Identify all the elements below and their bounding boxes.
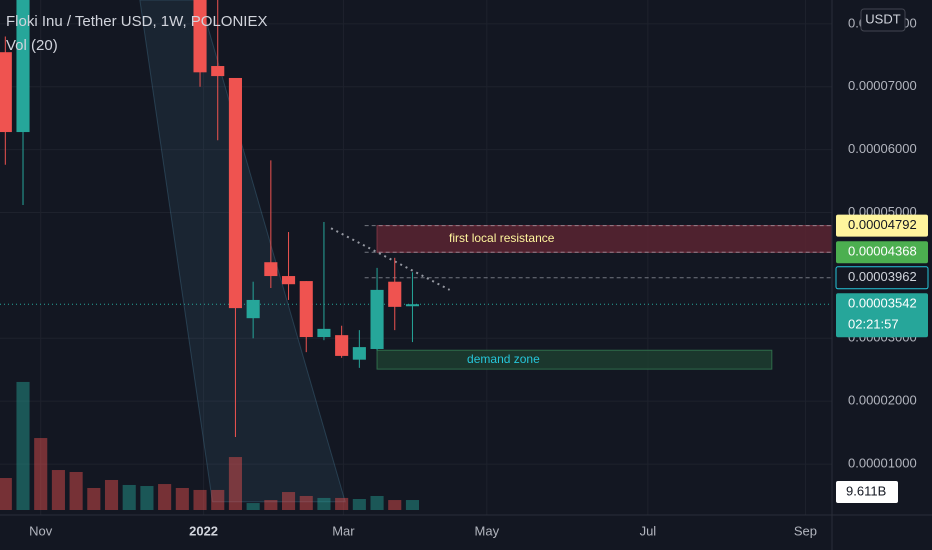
volume-bar (51, 470, 65, 510)
x-tick-label: May (475, 523, 500, 538)
volume-bar (34, 438, 48, 510)
axes: 0.000080000.000070000.000060000.00005000… (29, 8, 929, 538)
price-label-box (836, 241, 928, 264)
x-tick-label: Mar (332, 523, 355, 538)
price-label-box (836, 214, 928, 237)
volume-bar (0, 478, 12, 510)
candle-body (211, 66, 225, 77)
x-tick-label: Jul (640, 523, 657, 538)
x-tick-label: Sep (794, 523, 817, 538)
volume-bar (246, 503, 260, 510)
volume-bar (69, 471, 83, 510)
candle-body (388, 281, 402, 307)
candle-body (193, 0, 207, 73)
currency: USDT (865, 11, 900, 26)
price-label: 0.00004368 (848, 244, 917, 259)
candle-body (16, 0, 30, 133)
volume-label-box (836, 481, 898, 504)
price-label: 0.00003542 (848, 296, 917, 311)
y-tick-label: 0.00001000 (848, 456, 917, 471)
y-tick-label: 0.00002000 (848, 393, 917, 408)
volume-bar (335, 497, 349, 510)
countdown: 02:21:57 (848, 317, 899, 332)
volume-legend: Vol (20) (6, 37, 58, 54)
candle-body (352, 347, 366, 360)
volume-bar (370, 495, 384, 510)
volume-bar (87, 487, 101, 510)
candle-body (281, 276, 296, 285)
price-label-box (835, 266, 929, 290)
price-label: 0.00003962 (848, 269, 917, 284)
volume-bar (388, 500, 402, 510)
candle-body (228, 77, 242, 309)
volume-bar (352, 498, 366, 510)
volume-bar (317, 497, 331, 510)
volume-bar (405, 500, 420, 510)
plot-area: first local resistance demand zone (0, 0, 832, 515)
candle-body (299, 281, 313, 338)
currency-box (860, 8, 906, 32)
volume-bar (211, 489, 225, 510)
zone-label: demand zone (467, 352, 540, 366)
chart-title: Floki Inu / Tether USD, 1W, POLONIEX (6, 13, 267, 30)
price-label-box (836, 293, 928, 338)
candle-body (246, 299, 260, 319)
x-tick-label: Nov (29, 523, 53, 538)
volume-bar (264, 500, 278, 510)
volume-bar (104, 479, 119, 510)
candle-body (0, 52, 12, 133)
zone-label: first local resistance (449, 231, 555, 245)
volume-bar (193, 489, 207, 510)
volume-bar (175, 487, 189, 510)
candle-body (317, 328, 331, 338)
candle-body (405, 304, 420, 307)
volume-label: 9.611B (846, 483, 886, 498)
volume-bar (299, 495, 313, 510)
zone (376, 349, 773, 370)
channel (139, 0, 346, 503)
y-tick-label: 0.00006000 (848, 141, 917, 156)
trendline (330, 227, 451, 291)
x-tick-label: 2022 (189, 523, 218, 538)
volume-bar (281, 492, 296, 510)
candle-body (370, 289, 384, 349)
candle-body (264, 262, 278, 277)
volume-bar (16, 381, 30, 510)
volume-bar (140, 486, 154, 510)
candle-body (335, 335, 349, 356)
volume-bar (228, 457, 242, 510)
zone (376, 225, 832, 253)
price-label: 0.00004792 (848, 217, 917, 232)
y-tick-label: 0.00007000 (848, 78, 917, 93)
volume-bar (158, 484, 172, 510)
volume-bar (122, 484, 136, 510)
